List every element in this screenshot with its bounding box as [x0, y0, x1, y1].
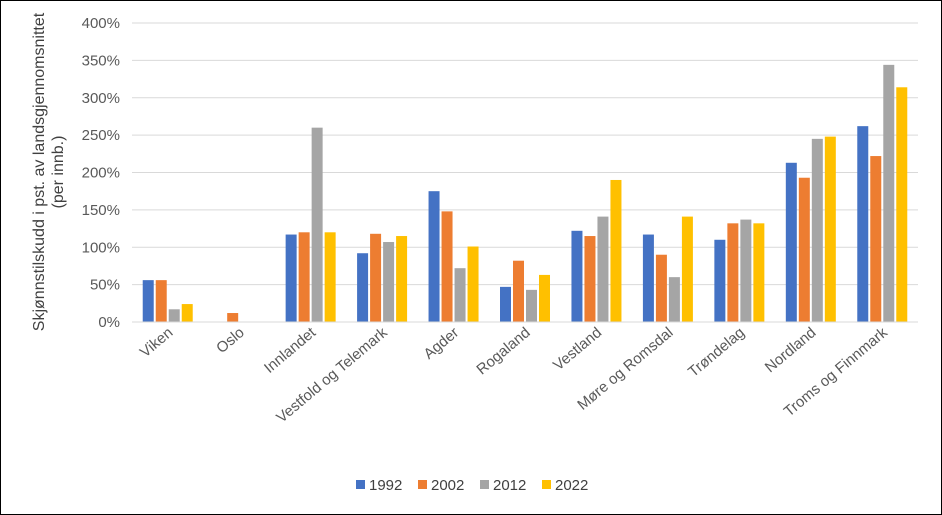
y-tick-label: 0%	[98, 314, 120, 331]
bar-2002-vestland	[584, 236, 596, 322]
bar-1992-innlandet	[285, 234, 297, 322]
bar-2002-nordland	[798, 177, 810, 322]
legend-label-2022: 2022	[555, 477, 588, 494]
y-tick-label: 250%	[82, 127, 120, 144]
bar-2022-vestland	[610, 179, 622, 322]
bar-2002-møre-og-romsdal	[655, 254, 667, 322]
bar-1992-troms-og-finnmark	[857, 126, 869, 322]
bar-2012-rogaland	[526, 289, 537, 322]
legend-swatch-2022	[542, 480, 551, 489]
bar-1992-trøndelag	[714, 239, 726, 322]
bar-2002-troms-og-finnmark	[870, 156, 882, 322]
bar-2022-innlandet	[324, 232, 336, 322]
bar-1992-rogaland	[500, 286, 511, 322]
bar-2012-troms-og-finnmark	[883, 64, 895, 323]
bar-2022-trøndelag	[753, 223, 765, 322]
bar-1992-møre-og-romsdal	[642, 234, 654, 322]
x-tick-label: Nordland	[762, 324, 820, 376]
bar-2002-vestfold-og-telemark	[370, 233, 382, 322]
y-tick-label: 300%	[82, 90, 120, 107]
legend-label-2012: 2012	[493, 477, 526, 494]
y-tick-label: 100%	[82, 239, 120, 256]
bar-2022-nordland	[824, 136, 836, 322]
bar-1992-agder	[428, 191, 440, 322]
bar-2022-agder	[467, 246, 479, 322]
x-tick-label: Viken	[137, 324, 176, 361]
bar-2022-rogaland	[539, 274, 550, 322]
x-tick-label: Trøndelag	[685, 324, 748, 381]
y-tick-label: 50%	[90, 277, 120, 294]
bar-2012-nordland	[811, 138, 823, 322]
x-tick-label: Vestland	[550, 324, 605, 374]
y-axis-label-line: (per innb.)	[50, 136, 67, 209]
y-tick-label: 150%	[82, 202, 120, 219]
bar-2022-viken	[181, 304, 193, 322]
bar-2002-agder	[441, 211, 453, 322]
bar-2022-troms-og-finnmark	[896, 87, 908, 322]
bar-2002-rogaland	[513, 260, 524, 322]
bar-1992-nordland	[785, 162, 797, 322]
bar-2012-trøndelag	[740, 219, 752, 322]
x-tick-label: Agder	[421, 324, 463, 363]
y-tick-label: 200%	[82, 165, 120, 182]
legend-label-2002: 2002	[431, 477, 464, 494]
y-axis-ticks: 0% 50% 100% 150% 200% 250% 300% 350% 400%	[82, 15, 120, 331]
bar-2002-trøndelag	[727, 223, 739, 322]
bar-2012-møre-og-romsdal	[668, 277, 680, 322]
x-tick-label: Innlandet	[261, 324, 320, 377]
y-tick-label: 400%	[82, 15, 120, 32]
legend: 1992 2002 2012 2022	[356, 477, 588, 494]
x-tick-label: Oslo	[213, 324, 248, 357]
bar-1992-vestland	[571, 230, 583, 322]
y-axis-label: Skjønnstilskudd i pst. av landsgjennomsn…	[31, 12, 67, 331]
bar-2012-vestfold-og-telemark	[383, 242, 395, 322]
bar-2012-vestland	[597, 216, 609, 322]
x-tick-label: Rogaland	[473, 324, 533, 378]
bar-2002-innlandet	[298, 232, 310, 322]
legend-swatch-2012	[480, 480, 489, 489]
legend-label-1992: 1992	[369, 477, 402, 494]
y-axis-label-line: Skjønnstilskudd i pst. av landsgjennomsn…	[31, 12, 48, 331]
bar-2012-innlandet	[311, 127, 323, 323]
bar-2022-vestfold-og-telemark	[396, 236, 408, 322]
bar-1992-viken	[142, 280, 154, 322]
bar-2002-oslo	[227, 313, 239, 322]
bar-1992-vestfold-og-telemark	[357, 253, 369, 322]
bar-2022-møre-og-romsdal	[681, 216, 693, 322]
bar-2012-viken	[168, 309, 180, 322]
bar-2002-viken	[155, 280, 167, 322]
legend-swatch-2002	[418, 480, 427, 489]
y-tick-label: 350%	[82, 52, 120, 69]
bar-2012-agder	[454, 268, 466, 322]
bars	[142, 64, 908, 323]
legend-swatch-1992	[356, 480, 365, 489]
